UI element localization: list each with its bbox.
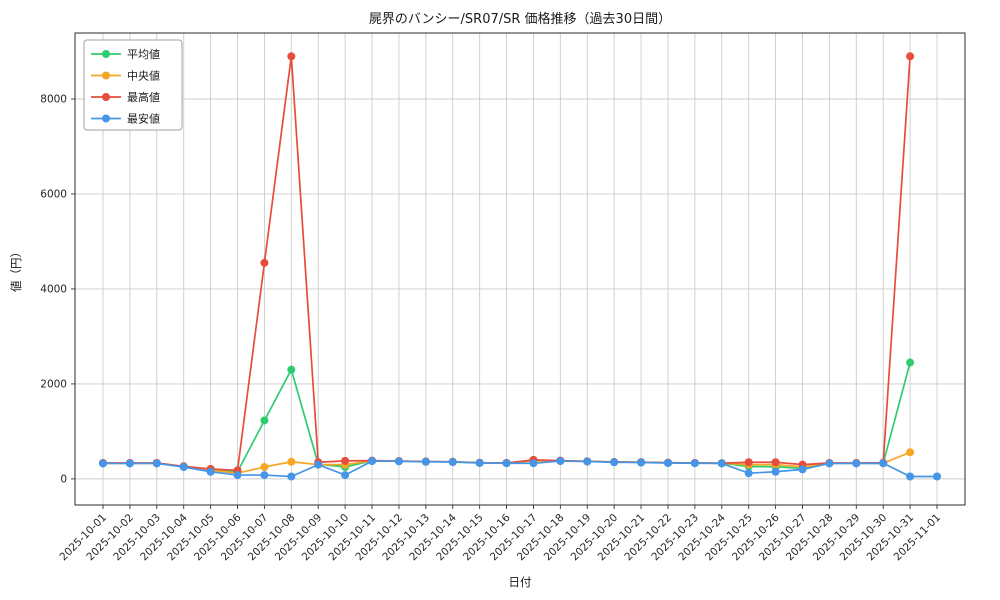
- legend-marker-dot: [102, 71, 110, 80]
- legend-label: 平均値: [127, 48, 160, 61]
- legend-item-avg: 平均値: [91, 48, 160, 61]
- y-axis-label: 値（円）: [9, 246, 23, 292]
- legend-item-max: 最高値: [91, 90, 160, 104]
- y-tick-label: 8000: [40, 94, 67, 106]
- legend-marker-dot: [102, 93, 110, 101]
- legend-label: 最高値: [127, 90, 160, 104]
- y-tick-label: 2000: [40, 378, 67, 390]
- y-tick-label: 0: [60, 473, 67, 485]
- y-tick-label: 4000: [40, 283, 67, 295]
- plot-border: [74, 32, 966, 506]
- series-min-markers: [99, 457, 941, 481]
- x-axis-label: 日付: [509, 575, 532, 589]
- legend-item-median: 中央値: [91, 70, 160, 83]
- legend-marker-dot: [102, 114, 110, 123]
- chart-title: 屍界のバンシー/SR07/SR 価格推移（過去30日間）: [369, 11, 671, 27]
- y-tick-labels: 0 2000 4000 6000 8000: [40, 94, 67, 486]
- legend-label: 中央値: [127, 70, 160, 83]
- gridlines: [75, 33, 965, 505]
- x-tick-labels: 2025-10-012025-10-022025-10-032025-10-04…: [57, 511, 943, 563]
- series-min-line: [103, 460, 937, 478]
- axis-ticks: [71, 98, 938, 509]
- legend-item-min: 最安値: [91, 112, 160, 126]
- plot-area: 0 2000 4000 6000 8000 2025-10-012025-10-02202…: [40, 32, 966, 563]
- legend-marker-dot: [102, 50, 110, 58]
- y-tick-label: 6000: [40, 188, 67, 200]
- legend-label: 最安値: [127, 112, 160, 126]
